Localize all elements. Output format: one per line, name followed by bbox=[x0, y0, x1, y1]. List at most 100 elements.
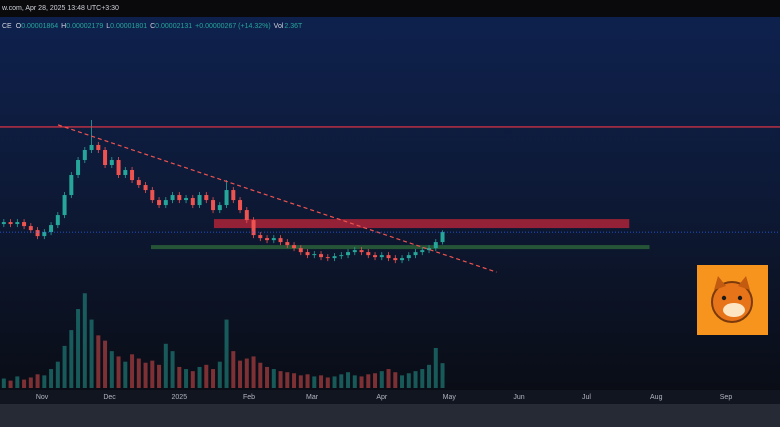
candle-body bbox=[217, 205, 222, 211]
candle-body bbox=[251, 220, 256, 236]
volume-bar bbox=[278, 371, 283, 388]
candle-body bbox=[136, 180, 141, 186]
candle-body bbox=[35, 230, 40, 237]
candle-body bbox=[109, 160, 114, 165]
top-bar bbox=[0, 0, 780, 17]
volume-bar bbox=[15, 376, 20, 388]
volume-bar bbox=[433, 348, 438, 388]
x-tick-label: Jun bbox=[513, 394, 524, 401]
volume-bar bbox=[8, 380, 13, 388]
volume-bar bbox=[211, 369, 216, 388]
legend-change: +0.00000267 (+14.32%) bbox=[195, 23, 271, 30]
candle-body bbox=[346, 252, 351, 256]
logo-ears bbox=[714, 276, 750, 290]
legend-value: 0.00001801 bbox=[110, 23, 147, 30]
volume-bar bbox=[298, 375, 303, 388]
candle-body bbox=[292, 245, 297, 249]
x-tick-label: Mar bbox=[306, 394, 319, 401]
volume-bar bbox=[413, 371, 418, 388]
volume-bar bbox=[231, 351, 236, 388]
candle-body bbox=[359, 250, 364, 253]
volume-bar bbox=[136, 358, 141, 388]
volume-bar bbox=[325, 377, 330, 388]
volume-bar bbox=[150, 360, 155, 388]
plot-background bbox=[0, 0, 780, 390]
candle-body bbox=[373, 255, 378, 258]
candle-body bbox=[278, 238, 283, 243]
legend-key: C bbox=[150, 23, 155, 30]
candle-body bbox=[157, 200, 162, 206]
volume-bar bbox=[170, 351, 175, 388]
candle-body bbox=[69, 175, 74, 196]
volume-bar bbox=[420, 369, 425, 388]
legend-key: L bbox=[106, 23, 110, 30]
volume-bar bbox=[123, 361, 128, 388]
candle-body bbox=[123, 170, 128, 176]
volume-bar bbox=[190, 371, 195, 388]
volume-bar bbox=[265, 366, 270, 388]
volume-bar bbox=[352, 375, 357, 388]
x-tick-label: Jul bbox=[582, 394, 591, 401]
legend-key: Vol bbox=[274, 23, 284, 30]
candle-body bbox=[406, 255, 411, 259]
candle-body bbox=[420, 250, 425, 253]
candle-body bbox=[76, 160, 81, 176]
candle-body bbox=[231, 190, 236, 201]
trendline bbox=[57, 124, 497, 273]
volume-bar bbox=[379, 371, 384, 388]
volume-bar bbox=[339, 374, 344, 388]
candle-body bbox=[49, 225, 54, 233]
volume-bar bbox=[406, 373, 411, 388]
candle-body bbox=[332, 256, 337, 259]
candle-body bbox=[366, 252, 371, 256]
candle-body bbox=[1, 222, 6, 225]
candle-body bbox=[89, 144, 94, 150]
candle-body bbox=[271, 238, 276, 241]
legend-key: H bbox=[61, 23, 66, 30]
candle-body bbox=[427, 248, 432, 251]
candle-body bbox=[393, 258, 398, 261]
candle-body bbox=[433, 242, 438, 249]
candle-body bbox=[319, 254, 324, 258]
candle-body bbox=[197, 195, 202, 206]
volume-bar bbox=[332, 376, 337, 388]
volume-bar bbox=[22, 379, 27, 388]
volume-bar bbox=[373, 373, 378, 388]
candle-body bbox=[325, 257, 330, 259]
x-tick-label: Sep bbox=[720, 394, 733, 401]
candle-body bbox=[143, 185, 148, 191]
volume-bar bbox=[109, 351, 114, 388]
candle-body bbox=[312, 254, 317, 256]
candle-body bbox=[352, 250, 357, 253]
volume-bar bbox=[292, 373, 297, 388]
candle-body bbox=[28, 226, 33, 231]
volume-bar bbox=[238, 360, 243, 388]
candle-body bbox=[130, 170, 135, 181]
ohlc-legend: CE O0.00001864 H0.00002179 L0.00001801 C0.00… bbox=[2, 23, 303, 30]
volume-bar bbox=[62, 345, 67, 388]
bottom-panel bbox=[0, 404, 780, 427]
volume-bar bbox=[400, 375, 405, 388]
candle-body bbox=[204, 195, 209, 201]
volume-bar bbox=[143, 362, 148, 388]
legend-value: 0.00002179 bbox=[66, 23, 103, 30]
volume-bar bbox=[440, 363, 445, 388]
candle-body bbox=[184, 198, 189, 201]
candle-body bbox=[265, 238, 270, 241]
volume-bar bbox=[96, 335, 101, 388]
x-tick-label: May bbox=[443, 394, 457, 401]
legend-value: 2.36T bbox=[284, 23, 303, 30]
candle-body bbox=[211, 200, 216, 211]
candle-body bbox=[258, 235, 263, 239]
x-tick-label: 2025 bbox=[172, 394, 188, 401]
candle-body bbox=[150, 190, 155, 201]
candle-body bbox=[305, 252, 310, 256]
volume-bar bbox=[244, 358, 249, 388]
candle-body bbox=[298, 248, 303, 253]
candle-body bbox=[440, 232, 445, 243]
volume-bar bbox=[103, 340, 108, 388]
candle-body bbox=[379, 255, 384, 258]
logo-muzzle bbox=[723, 303, 745, 317]
volume-bar bbox=[69, 330, 74, 388]
volume-bar bbox=[258, 362, 263, 388]
